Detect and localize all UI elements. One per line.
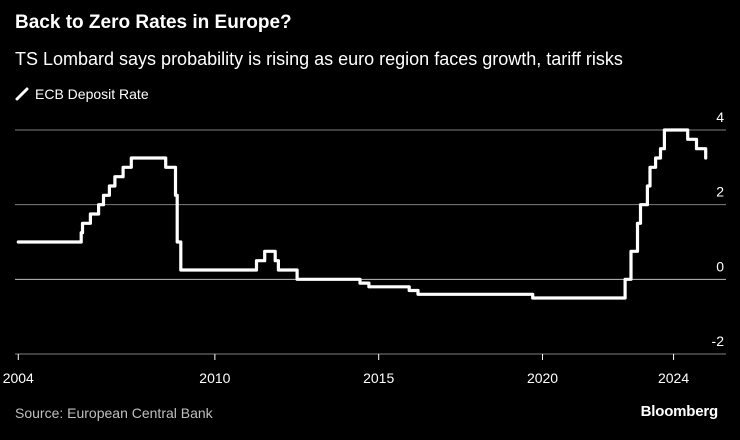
y-axis: 4 2 0 -2 — [712, 109, 725, 349]
x-tick-label-0: 2004 — [3, 370, 34, 386]
x-tick-label-2: 2015 — [363, 370, 394, 386]
chart-legend: ECB Deposit Rate — [15, 86, 149, 102]
legend-line-icon — [15, 87, 29, 101]
legend-label: ECB Deposit Rate — [35, 86, 149, 102]
x-axis: 2004 2010 2015 2020 2024 — [3, 354, 689, 386]
x-tick-label-4: 2024 — [658, 370, 689, 386]
y-tick-label-1: 2 — [716, 184, 724, 200]
x-tick-label-3: 2020 — [527, 370, 558, 386]
y-tick-label-2: 0 — [716, 258, 724, 274]
chart-title: Back to Zero Rates in Europe? — [15, 12, 292, 33]
y-tick-label-3: -2 — [712, 333, 725, 349]
series-layer — [16, 128, 708, 300]
bloomberg-logo: Bloomberg — [640, 403, 719, 420]
series-line-0 — [16, 128, 708, 300]
x-tick-label-1: 2010 — [199, 370, 230, 386]
gridlines — [15, 129, 726, 355]
chart-subtitle: TS Lombard says probability is rising as… — [15, 49, 623, 69]
y-tick-label-0: 4 — [716, 109, 724, 125]
source-note: Source: European Central Bank — [15, 405, 213, 421]
